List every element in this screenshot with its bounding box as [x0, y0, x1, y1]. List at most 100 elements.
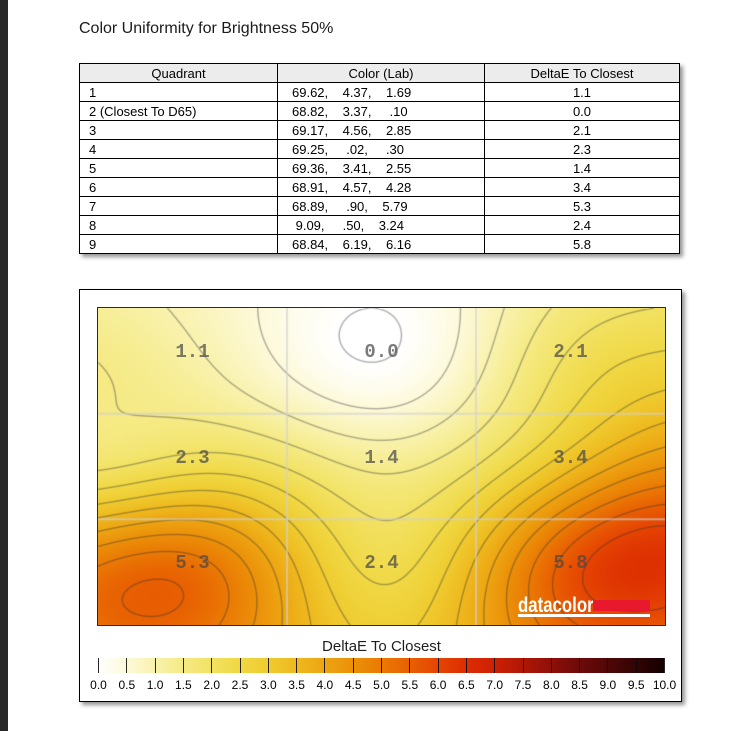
colorbar-tick-label: 2.5	[231, 678, 249, 692]
deltae-cell: 5.3	[484, 196, 680, 216]
deltae-cell: 3.4	[484, 177, 680, 197]
uniformity-plot-panel: 1.1 0.0 2.1 2.3 1.4 3.4 5.3 2.4 5.8 datacolor De…	[79, 289, 682, 702]
uniformity-table: Quadrant Color (Lab) DeltaE To Closest 1…	[79, 63, 680, 254]
color-lab-cell: 68.84, 6.19, 6.16	[277, 234, 485, 254]
colorbar-tick	[579, 658, 581, 673]
colorbar-tick	[381, 658, 382, 673]
colorbar-tick	[494, 658, 496, 673]
colorbar-tick-label: 10.0	[652, 678, 677, 692]
colorbar-tick	[154, 658, 156, 673]
colorbar-tick	[126, 658, 128, 673]
colorbar-tick-label: 5.0	[373, 678, 390, 692]
color-lab-cell: 68.89, .90, 5.79	[277, 196, 485, 216]
column-header-quadrant: Quadrant	[79, 63, 278, 83]
colorbar-tick-label: 1.5	[175, 678, 192, 692]
table-row: 6 68.91, 4.57, 4.28 3.4	[79, 177, 680, 197]
colorbar-tick	[550, 658, 552, 673]
column-header-color-lab: Color (Lab)	[277, 63, 485, 83]
color-lab-cell: 69.17, 4.56, 2.85	[277, 120, 485, 140]
contour-cell-label: 0.0	[364, 340, 399, 363]
colorbar-tick	[352, 658, 354, 673]
color-lab-cell: 69.25, .02, .30	[277, 139, 485, 159]
contour-cell-label: 1.4	[364, 446, 399, 469]
deltae-cell: 5.8	[484, 234, 680, 254]
colorbar-tick-label: 3.0	[259, 678, 277, 692]
table-row: 9 68.84, 6.19, 6.16 5.8	[79, 234, 680, 254]
colorbar-tick	[635, 658, 637, 673]
deltae-cell: 1.4	[484, 158, 680, 178]
contour-cell-label: 2.1	[553, 340, 588, 363]
quadrant-cell: 4	[79, 139, 278, 159]
colorbar-tick-label: 7.0	[486, 678, 504, 692]
quadrant-cell: 8	[79, 215, 278, 235]
colorbar-tick-label: 1.0	[146, 678, 164, 692]
colorbar-tick	[465, 658, 467, 673]
window-left-edge	[0, 0, 8, 731]
colorbar-tick-label: 8.0	[542, 678, 560, 692]
colorbar-tick	[607, 658, 609, 673]
colorbar-tick	[98, 658, 99, 673]
colorbar-tick-label: 0.0	[90, 678, 107, 692]
colorbar-caption: DeltaE To Closest	[322, 638, 441, 655]
table-row: 4 69.25, .02, .30 2.3	[79, 139, 680, 159]
contour-heatmap	[98, 308, 665, 625]
color-lab-cell: 69.36, 3.41, 2.55	[277, 158, 485, 178]
colorbar-tick	[437, 658, 439, 673]
colorbar-tick-label: 0.5	[118, 678, 136, 692]
contour-cell-label: 5.8	[553, 552, 588, 575]
colorbar-tick-label: 8.5	[571, 678, 588, 692]
colorbar-tick-label: 2.0	[203, 678, 221, 692]
colorbar-tick	[296, 658, 298, 673]
color-lab-cell: 68.91, 4.57, 4.28	[277, 177, 485, 197]
color-lab-cell: 9.09, .50, 3.24	[277, 215, 485, 235]
colorbar-tick-label: 5.5	[401, 678, 419, 692]
quadrant-cell: 7	[79, 196, 278, 216]
datacolor-logo-text: datacolor	[518, 594, 594, 617]
colorbar-tick	[664, 658, 665, 673]
datacolor-logo-red-rect	[593, 600, 650, 611]
colorbar-gradient	[98, 658, 665, 673]
column-header-deltae: DeltaE To Closest	[484, 63, 680, 83]
table-row: 7 68.89, .90, 5.79 5.3	[79, 196, 680, 216]
table-row: 2 (Closest To D65) 68.82, 3.37, .10 0.0	[79, 101, 680, 121]
colorbar-tick-label: 6.0	[429, 678, 447, 692]
datacolor-logo: datacolor	[518, 595, 650, 617]
contour-plot-frame: 1.1 0.0 2.1 2.3 1.4 3.4 5.3 2.4 5.8 datacolor	[97, 307, 666, 626]
colorbar-tick-label: 6.5	[458, 678, 475, 692]
colorbar-tick-label: 9.5	[627, 678, 645, 692]
deltae-cell: 2.1	[484, 120, 680, 140]
colorbar-tick	[409, 658, 411, 673]
colorbar-tick	[239, 658, 241, 673]
colorbar-tick-label: 4.5	[344, 678, 362, 692]
deltae-cell: 1.1	[484, 82, 680, 102]
colorbar-tick-label: 4.0	[316, 678, 334, 692]
deltae-cell: 0.0	[484, 101, 680, 121]
contour-cell-label: 2.4	[364, 552, 399, 575]
table-row: 8 9.09, .50, 3.24 2.4	[79, 215, 680, 235]
quadrant-cell: 1	[79, 82, 278, 102]
quadrant-cell: 9	[79, 234, 278, 254]
quadrant-cell: 2 (Closest To D65)	[79, 101, 278, 121]
contour-cell-label: 2.3	[175, 446, 210, 469]
colorbar-tick	[522, 658, 524, 673]
colorbar-tick	[324, 658, 326, 673]
datacolor-logo-underline	[518, 614, 650, 617]
quadrant-cell: 6	[79, 177, 278, 197]
page-title: Color Uniformity for Brightness 50%	[79, 20, 334, 37]
table-header-row: Quadrant Color (Lab) DeltaE To Closest	[79, 63, 680, 83]
contour-cell-label: 1.1	[175, 340, 210, 363]
colorbar-tick	[267, 658, 269, 673]
colorbar-tick	[211, 658, 213, 673]
quadrant-cell: 3	[79, 120, 278, 140]
colorbar-tick-label: 9.0	[599, 678, 617, 692]
colorbar-tick	[182, 658, 184, 673]
colorbar-tick-label: 7.5	[514, 678, 532, 692]
quadrant-cell: 5	[79, 158, 278, 178]
table-row: 3 69.17, 4.56, 2.85 2.1	[79, 120, 680, 140]
color-lab-cell: 69.62, 4.37, 1.69	[277, 82, 485, 102]
table-row: 5 69.36, 3.41, 2.55 1.4	[79, 158, 680, 178]
contour-cell-label: 5.3	[175, 552, 210, 575]
deltae-cell: 2.3	[484, 139, 680, 159]
colorbar-tick-label: 3.5	[288, 678, 305, 692]
